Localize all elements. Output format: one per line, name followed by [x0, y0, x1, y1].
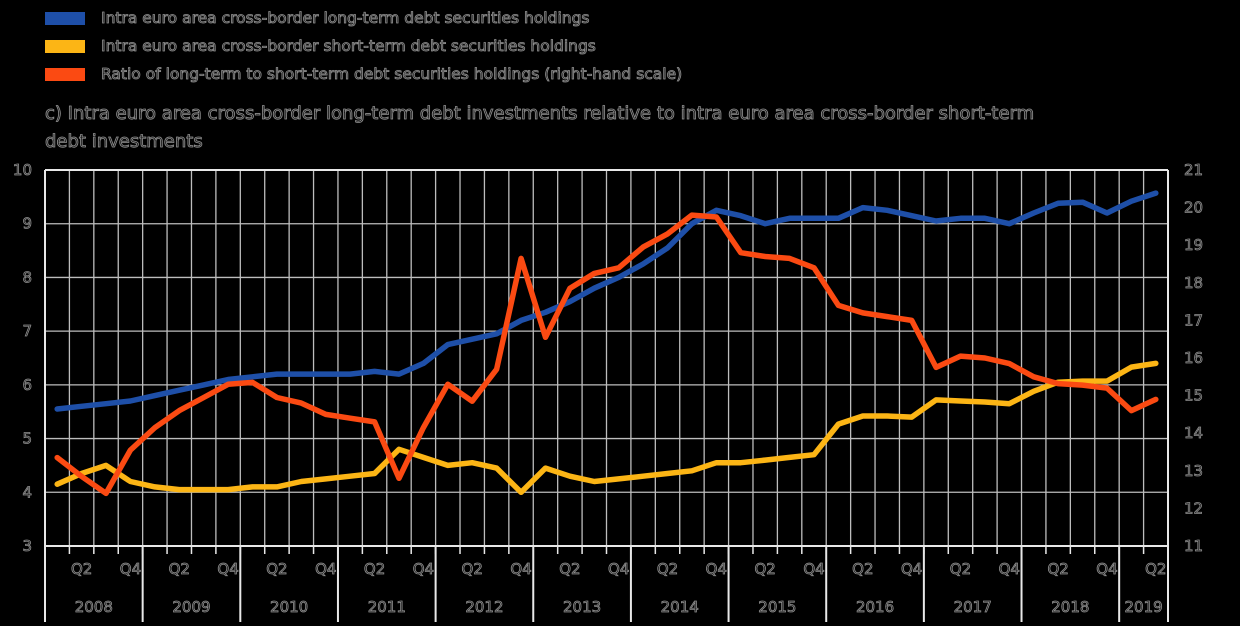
svg-text:3: 3 — [22, 537, 32, 555]
series-line-long-term — [54, 190, 1159, 412]
svg-text:Q2: Q2 — [852, 560, 873, 578]
svg-text:Q4: Q4 — [608, 560, 629, 578]
svg-text:21: 21 — [1184, 161, 1203, 179]
svg-text:Q2: Q2 — [169, 560, 190, 578]
long-term-swatch-icon — [45, 11, 85, 25]
svg-text:13: 13 — [1184, 462, 1203, 480]
svg-text:10: 10 — [13, 161, 32, 179]
svg-text:14: 14 — [1184, 424, 1203, 442]
legend-label-long-term: Intra euro area cross-border long-term d… — [101, 9, 590, 28]
svg-text:8: 8 — [22, 268, 32, 286]
svg-text:17: 17 — [1184, 311, 1203, 329]
svg-text:Q2: Q2 — [71, 560, 92, 578]
year-separators — [44, 546, 1169, 622]
legend-label-ratio: Ratio of long-term to short-term debt se… — [101, 65, 683, 84]
series-line-ratio — [54, 212, 1159, 497]
legend-item-ratio: Ratio of long-term to short-term debt se… — [45, 60, 683, 88]
svg-text:2009: 2009 — [172, 598, 210, 616]
svg-text:4: 4 — [22, 483, 32, 501]
svg-text:Q4: Q4 — [706, 560, 727, 578]
svg-text:2011: 2011 — [368, 598, 406, 616]
svg-text:Q2: Q2 — [462, 560, 483, 578]
svg-text:Q2: Q2 — [950, 560, 971, 578]
right-axis-labels: 21 20 19 18 17 16 15 14 13 12 11 — [1184, 161, 1204, 556]
svg-text:18: 18 — [1184, 274, 1203, 292]
svg-text:Q4: Q4 — [1096, 560, 1117, 578]
svg-text:2014: 2014 — [661, 598, 699, 616]
svg-text:Q2: Q2 — [266, 560, 287, 578]
x-axis-ticks — [44, 546, 1169, 554]
svg-text:Q2: Q2 — [657, 560, 678, 578]
svg-text:6: 6 — [22, 376, 32, 394]
chart-title-line2: debt investments — [45, 131, 204, 153]
quarter-labels: Q2 Q4 Q2 Q4 Q2 Q4 Q2 Q4 Q2 Q4 Q2 Q4 Q2 Q4 Q2 Q4 Q2 Q4 Q2 Q4… — [71, 560, 1167, 579]
svg-text:5: 5 — [22, 430, 32, 448]
svg-text:15: 15 — [1184, 387, 1203, 405]
legend-item-short-term: Intra euro area cross-border short-term … — [45, 32, 682, 60]
svg-text:Q4: Q4 — [315, 560, 336, 578]
year-labels: 2008 2009 2010 2011 2012 2013 2014 2015 2016 2017… — [74, 598, 1163, 617]
svg-text:2013: 2013 — [563, 598, 601, 616]
svg-text:12: 12 — [1184, 499, 1203, 517]
left-axis-labels: 10 9 8 7 6 5 4 3 — [13, 161, 33, 556]
svg-text:2008: 2008 — [75, 598, 113, 616]
svg-text:7: 7 — [22, 322, 32, 340]
svg-text:Q2: Q2 — [559, 560, 580, 578]
svg-text:Q4: Q4 — [999, 560, 1020, 578]
gridlines — [45, 170, 1168, 546]
svg-text:20: 20 — [1184, 199, 1203, 217]
svg-text:2018: 2018 — [1051, 598, 1089, 616]
svg-text:11: 11 — [1184, 537, 1203, 555]
svg-text:2016: 2016 — [856, 598, 894, 616]
series-line-short-term — [54, 360, 1159, 496]
svg-text:Q4: Q4 — [901, 560, 922, 578]
svg-text:9: 9 — [22, 215, 32, 233]
short-term-swatch-icon — [45, 39, 85, 53]
svg-text:2010: 2010 — [270, 598, 308, 616]
svg-text:16: 16 — [1184, 349, 1203, 367]
svg-text:Q2: Q2 — [1145, 560, 1166, 578]
chart-title: c) Intra euro area cross-border long-ter… — [45, 100, 1235, 156]
svg-text:Q4: Q4 — [217, 560, 238, 578]
svg-text:2015: 2015 — [758, 598, 796, 616]
svg-text:2019: 2019 — [1124, 598, 1162, 616]
svg-text:2012: 2012 — [465, 598, 503, 616]
svg-text:2017: 2017 — [954, 598, 992, 616]
svg-text:Q2: Q2 — [1047, 560, 1068, 578]
ratio-swatch-icon — [45, 67, 85, 81]
svg-text:Q4: Q4 — [803, 560, 824, 578]
svg-text:Q2: Q2 — [364, 560, 385, 578]
chart-title-line1: c) Intra euro area cross-border long-ter… — [45, 103, 1035, 125]
svg-text:Q4: Q4 — [413, 560, 434, 578]
legend: Intra euro area cross-border long-term d… — [45, 4, 683, 88]
svg-text:Q4: Q4 — [510, 560, 531, 578]
svg-text:19: 19 — [1184, 236, 1203, 254]
legend-label-short-term: Intra euro area cross-border short-term … — [101, 37, 597, 56]
legend-item-long-term: Intra euro area cross-border long-term d… — [45, 4, 682, 32]
svg-text:Q2: Q2 — [755, 560, 776, 578]
svg-text:Q4: Q4 — [120, 560, 141, 578]
